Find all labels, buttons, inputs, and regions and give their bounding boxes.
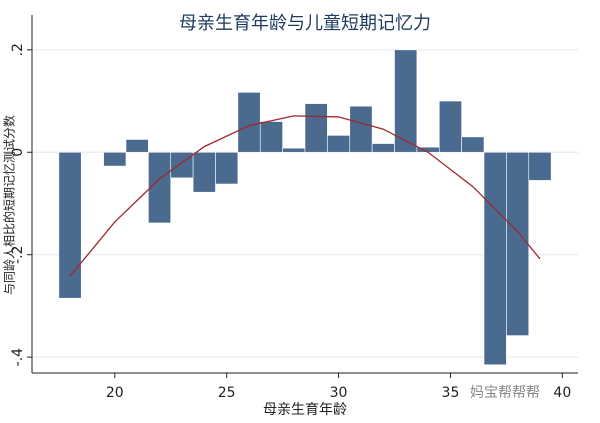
bar [125,139,149,153]
x-tick-label: 35 [442,385,460,401]
bar [483,151,507,366]
bar [528,151,552,181]
y-axis-title: 与同龄人相比的短期记忆测试分数 [2,115,17,295]
y-tick-label: 0 [10,148,26,157]
bar [148,151,172,224]
bar [282,147,306,153]
x-axis-title: 母亲生育年龄 [263,402,347,418]
watermark: 妈宝帮帮帮 [470,385,540,401]
bar [461,136,485,153]
bar [170,151,194,179]
bar [103,151,127,167]
bar [192,151,216,193]
y-tick-label: -.4 [10,348,26,367]
bar [371,143,395,153]
bar [327,135,351,153]
y-tick-label: -.2 [10,245,26,263]
bar [349,105,373,153]
bar [58,151,82,299]
x-tick-label: 20 [106,385,124,401]
bar [215,151,239,185]
x-tick-label: 25 [218,385,236,401]
fit-line [69,115,541,277]
x-tick-label: 30 [330,385,348,401]
chart-title: 母亲生育年龄与儿童短期记忆力 [179,13,431,34]
bar [394,49,418,153]
bar [304,103,328,153]
bar [259,121,283,153]
bar [438,100,462,153]
bar [506,151,530,336]
x-tick-label: 40 [553,385,571,401]
y-tick-label: .2 [10,43,26,56]
bar [237,92,261,153]
